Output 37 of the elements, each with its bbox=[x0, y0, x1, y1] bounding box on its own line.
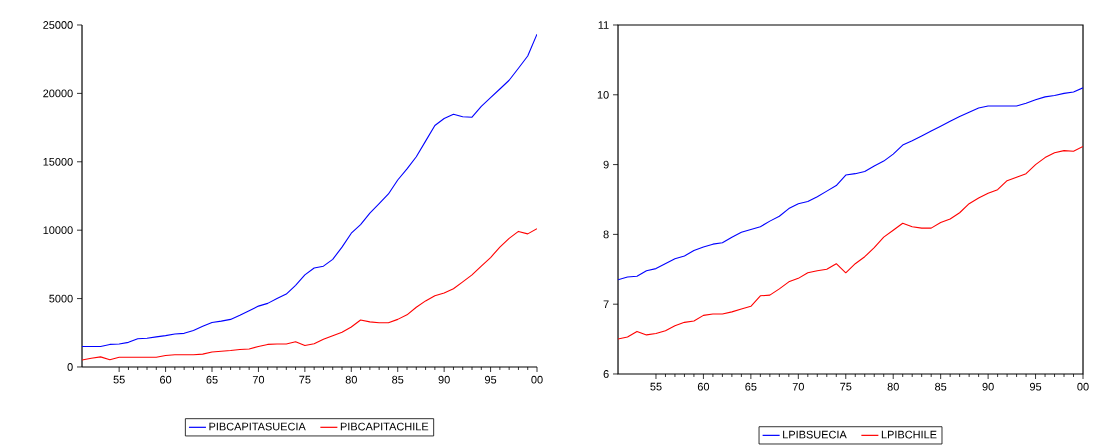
y-tick-label: 0 bbox=[67, 363, 73, 371]
legend-label: LPIBSUECIA bbox=[783, 430, 847, 439]
x-tick-label: 55 bbox=[113, 375, 125, 384]
x-tick-label: 75 bbox=[840, 382, 852, 391]
x-tick-label: 80 bbox=[345, 375, 357, 384]
x-tick-label: 75 bbox=[299, 375, 311, 384]
x-tick-label: 85 bbox=[935, 382, 947, 391]
y-tick-label: 7 bbox=[603, 300, 609, 308]
y-tick-label: 11 bbox=[598, 21, 609, 29]
x-tick-label: 90 bbox=[982, 382, 994, 391]
x-tick-label: 70 bbox=[252, 375, 265, 384]
y-tick-label: 9 bbox=[603, 160, 609, 169]
x-tick-label: 80 bbox=[887, 382, 899, 391]
x-tick-label: 95 bbox=[1029, 382, 1042, 391]
x-tick-label: 65 bbox=[206, 375, 218, 384]
line-series bbox=[618, 145, 1084, 340]
x-tick-label: 90 bbox=[438, 375, 450, 384]
y-tick-label: 10000 bbox=[43, 226, 73, 235]
y-tick-label: 6 bbox=[603, 370, 609, 378]
legend-label: PIBCAPITASUECIA bbox=[209, 422, 306, 431]
legend-label: LPIBCHILE bbox=[881, 430, 937, 439]
x-tick-label: 60 bbox=[697, 382, 710, 391]
y-tick-label: 15000 bbox=[43, 157, 73, 166]
x-tick-label: 85 bbox=[392, 375, 404, 384]
x-tick-label: 70 bbox=[792, 382, 804, 391]
x-tick-label: 65 bbox=[745, 382, 757, 391]
legend-label: PIBCAPITACHILE bbox=[340, 422, 429, 431]
x-tick-label: 00 bbox=[531, 375, 543, 384]
y-tick-label: 8 bbox=[603, 230, 609, 239]
x-tick-label: 00 bbox=[1077, 382, 1089, 391]
x-tick-label: 55 bbox=[650, 382, 662, 391]
y-tick-label: 5000 bbox=[49, 294, 73, 303]
x-tick-label: 60 bbox=[160, 375, 172, 384]
y-tick-label: 10 bbox=[597, 90, 609, 99]
x-tick-label: 95 bbox=[485, 375, 497, 384]
y-tick-label: 20000 bbox=[43, 89, 73, 98]
y-tick-label: 25000 bbox=[43, 21, 73, 29]
